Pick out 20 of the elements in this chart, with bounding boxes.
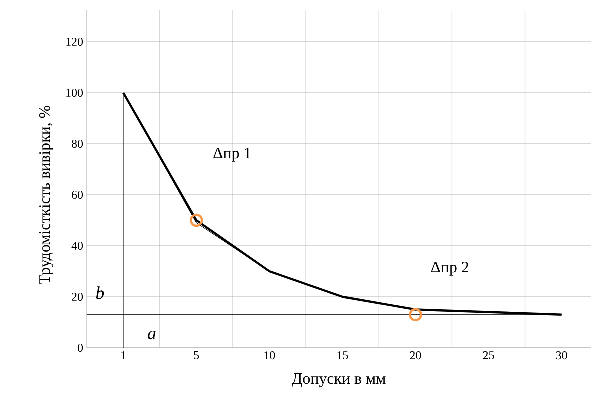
y-tick-label: 20: [72, 292, 84, 302]
y-tick-label: 80: [72, 140, 84, 148]
annotation: a: [148, 330, 156, 340]
annotation: Δпр 1: [214, 148, 251, 162]
y-tick-label: 100: [66, 88, 84, 98]
y-axis-title: Трудомісткість вивірки, %: [39, 106, 54, 284]
annotation: Δпр 2: [431, 262, 469, 276]
y-tick-label: 40: [72, 242, 84, 250]
x-tick-label: 20: [410, 352, 422, 360]
x-tick-label: 15: [338, 352, 348, 360]
x-axis-title: Допуски в мм: [292, 374, 386, 388]
annotation: b: [96, 286, 104, 300]
y-tick-label: 120: [66, 38, 84, 46]
x-tick-label: 25: [483, 352, 494, 360]
x-tick-label: 30: [556, 352, 568, 360]
x-tick-label: 5: [194, 352, 200, 360]
y-tick-label: 0: [78, 344, 84, 352]
y-tick-label: 60: [72, 190, 84, 200]
x-tick-label: 10: [264, 352, 276, 360]
x-tick-label: 1: [122, 352, 126, 360]
